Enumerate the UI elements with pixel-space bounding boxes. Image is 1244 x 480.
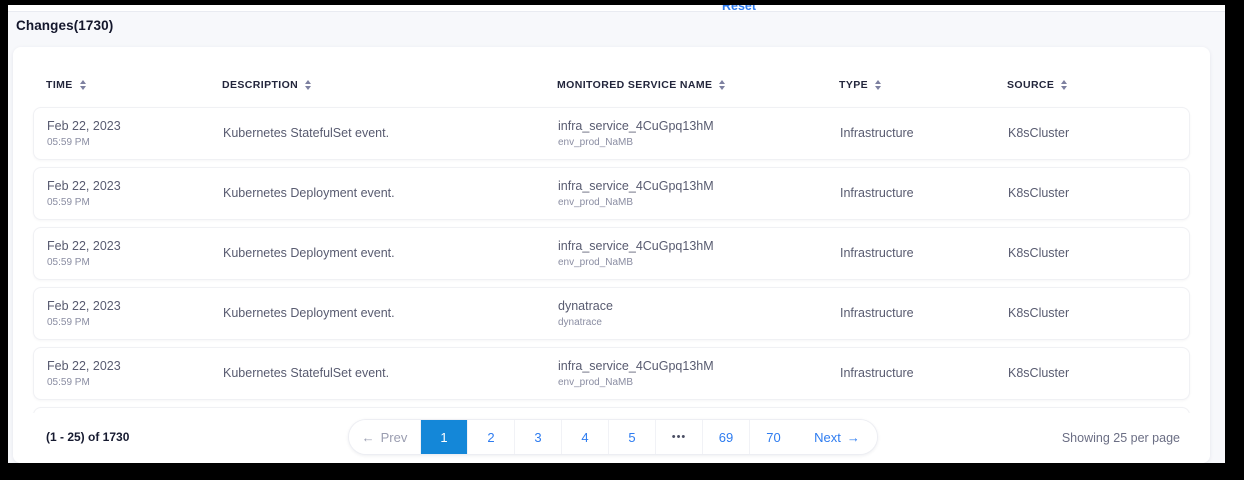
filter-bar-edge: Reset (8, 5, 1225, 13)
sort-icon[interactable] (875, 80, 882, 90)
table-footer: (1 - 25) of 1730 ← Prev 1 2 3 4 (13, 413, 1210, 463)
arrow-right-icon: → (846, 429, 860, 445)
row-time: 05:59 PM (47, 256, 90, 268)
column-header-label: SOURCE (1007, 79, 1055, 91)
page-button[interactable]: ••• (656, 420, 703, 454)
type-cell: Infrastructure (840, 245, 914, 260)
arrow-left-icon: ← (361, 429, 375, 445)
source-cell: K8sCluster (1008, 245, 1070, 260)
page-button[interactable]: 69 (703, 420, 750, 454)
service-cell: infra_service_4CuGpq13hM env_prod_NaMB (558, 359, 840, 388)
row-date: Feb 22, 2023 (47, 359, 121, 374)
time-cell: Feb 22, 2023 05:59 PM (47, 299, 223, 328)
sort-icon[interactable] (305, 80, 312, 90)
next-label: Next (814, 429, 841, 445)
service-name: dynatrace (558, 299, 613, 314)
service-environment: env_prod_NaMB (558, 256, 634, 268)
row-time: 05:59 PM (47, 316, 90, 328)
column-header-label: MONITORED SERVICE NAME (557, 79, 713, 91)
page-button[interactable]: 1 (421, 420, 468, 454)
page-button[interactable]: 2 (468, 420, 515, 454)
next-button[interactable]: Next → (797, 420, 877, 454)
table-header-row: TIME DESCRIPTION MONITORED SERVICE NAME … (33, 74, 1190, 96)
type-cell: Infrastructure (840, 125, 914, 140)
table-body: Feb 22, 2023 05:59 PM Kubernetes Statefu… (33, 107, 1190, 400)
sort-icon[interactable] (1061, 80, 1068, 90)
column-header-label: TYPE (839, 79, 869, 91)
source-cell: K8sCluster (1008, 305, 1070, 320)
column-header[interactable]: TYPE (839, 79, 1007, 91)
reset-button[interactable]: Reset (722, 5, 756, 13)
service-environment: env_prod_NaMB (558, 136, 634, 148)
table-row[interactable]: Feb 22, 2023 05:59 PM Kubernetes Deploym… (33, 287, 1190, 340)
time-cell: Feb 22, 2023 05:59 PM (47, 239, 223, 268)
results-range: (1 - 25) of 1730 (46, 430, 130, 444)
type-cell: Infrastructure (840, 185, 914, 200)
service-cell: infra_service_4CuGpq13hM env_prod_NaMB (558, 239, 840, 268)
description-cell: Kubernetes StatefulSet event. (223, 365, 390, 380)
description-cell: Kubernetes StatefulSet event. (223, 125, 390, 140)
row-date: Feb 22, 2023 (47, 119, 121, 134)
per-page-label: Showing 25 per page (1061, 431, 1180, 445)
row-time: 05:59 PM (47, 196, 90, 208)
row-date: Feb 22, 2023 (47, 239, 121, 254)
service-environment: env_prod_NaMB (558, 196, 634, 208)
source-cell: K8sCluster (1008, 365, 1070, 380)
type-cell: Infrastructure (840, 305, 914, 320)
service-cell: infra_service_4CuGpq13hM env_prod_NaMB (558, 179, 840, 208)
row-date: Feb 22, 2023 (47, 179, 121, 194)
service-name: infra_service_4CuGpq13hM (558, 179, 714, 194)
prev-label: Prev (380, 429, 408, 445)
page: Reset Changes(1730) TIME DESCRIPTION MON… (8, 5, 1225, 463)
source-cell: K8sCluster (1008, 185, 1070, 200)
description-cell: Kubernetes Deployment event. (223, 305, 395, 320)
row-date: Feb 22, 2023 (47, 299, 121, 314)
description-cell: Kubernetes Deployment event. (223, 185, 395, 200)
column-header[interactable]: MONITORED SERVICE NAME (557, 79, 839, 91)
service-name: infra_service_4CuGpq13hM (558, 119, 714, 134)
service-name: infra_service_4CuGpq13hM (558, 239, 714, 254)
time-cell: Feb 22, 2023 05:59 PM (47, 179, 223, 208)
time-cell: Feb 22, 2023 05:59 PM (47, 359, 223, 388)
row-time: 05:59 PM (47, 136, 90, 148)
description-cell: Kubernetes Deployment event. (223, 245, 395, 260)
service-cell: dynatrace dynatrace (558, 299, 840, 328)
pagination: ← Prev 1 2 3 4 5 ••• (348, 419, 878, 455)
changes-table-card: TIME DESCRIPTION MONITORED SERVICE NAME … (13, 47, 1210, 463)
page-button[interactable]: 5 (609, 420, 656, 454)
service-name: infra_service_4CuGpq13hM (558, 359, 714, 374)
service-environment: dynatrace (558, 316, 602, 328)
service-cell: infra_service_4CuGpq13hM env_prod_NaMB (558, 119, 840, 148)
prev-button[interactable]: ← Prev (349, 420, 421, 454)
time-cell: Feb 22, 2023 05:59 PM (47, 119, 223, 148)
partial-next-row (33, 407, 1190, 417)
service-environment: env_prod_NaMB (558, 376, 634, 388)
sort-icon[interactable] (79, 80, 86, 90)
column-header-label: TIME (46, 79, 73, 91)
page-button[interactable]: 4 (562, 420, 609, 454)
column-header[interactable]: TIME (46, 79, 222, 91)
table-row[interactable]: Feb 22, 2023 05:59 PM Kubernetes Deploym… (33, 227, 1190, 280)
page-button[interactable]: 3 (515, 420, 562, 454)
table-row[interactable]: Feb 22, 2023 05:59 PM Kubernetes Statefu… (33, 347, 1190, 400)
table-row[interactable]: Feb 22, 2023 05:59 PM Kubernetes Deploym… (33, 167, 1190, 220)
page-buttons: 1 2 3 4 5 ••• 69 70 (421, 420, 797, 454)
sort-icon[interactable] (719, 80, 726, 90)
column-header[interactable]: SOURCE (1007, 79, 1177, 91)
column-header-label: DESCRIPTION (222, 79, 299, 91)
column-header[interactable]: DESCRIPTION (222, 79, 557, 91)
type-cell: Infrastructure (840, 365, 914, 380)
page-button[interactable]: 70 (750, 420, 797, 454)
page-title: Changes(1730) (16, 18, 114, 33)
source-cell: K8sCluster (1008, 125, 1070, 140)
table-row[interactable]: Feb 22, 2023 05:59 PM Kubernetes Statefu… (33, 107, 1190, 160)
row-time: 05:59 PM (47, 376, 90, 388)
